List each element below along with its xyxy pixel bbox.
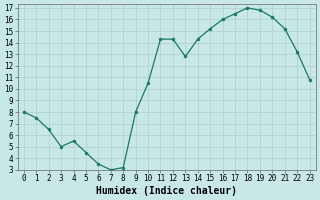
X-axis label: Humidex (Indice chaleur): Humidex (Indice chaleur) [96,186,237,196]
